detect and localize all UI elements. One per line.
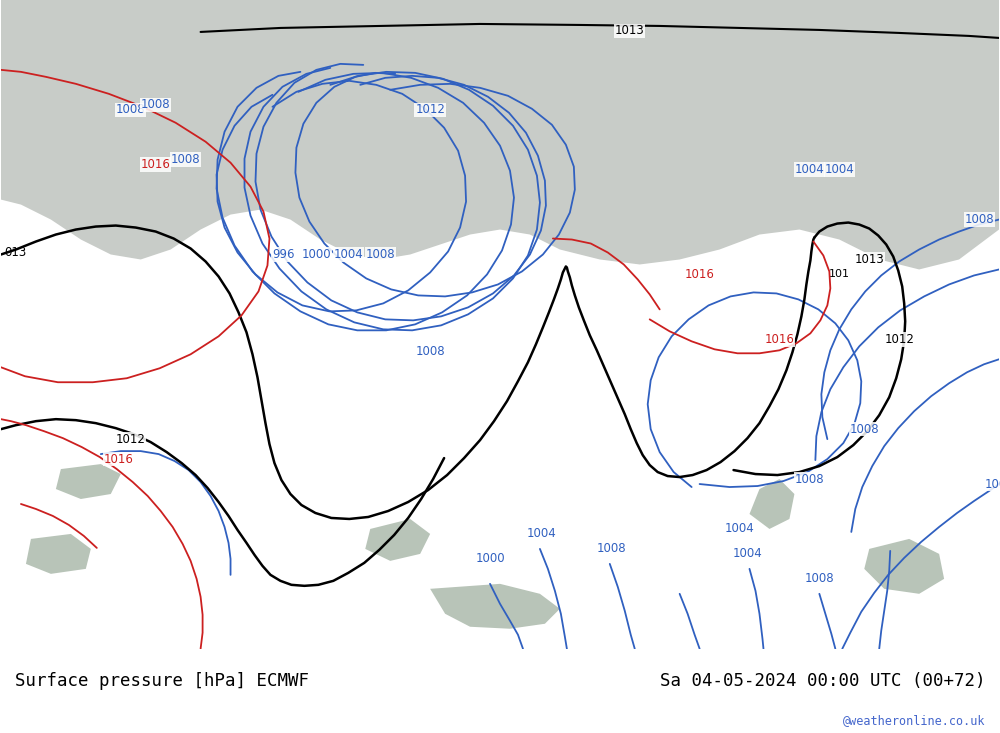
Polygon shape: [56, 464, 121, 499]
Text: Surface pressure [hPa] ECMWF: Surface pressure [hPa] ECMWF: [15, 671, 309, 690]
Text: 1004: 1004: [333, 248, 363, 261]
Polygon shape: [864, 539, 944, 594]
Text: 1016: 1016: [765, 333, 794, 346]
Polygon shape: [1, 0, 999, 270]
Text: 1013: 1013: [854, 253, 884, 266]
Text: 1004: 1004: [795, 163, 824, 176]
Text: 1008: 1008: [415, 345, 445, 358]
Text: 1008: 1008: [805, 572, 834, 586]
Text: 1008: 1008: [141, 98, 170, 111]
Text: @weatheronline.co.uk: @weatheronline.co.uk: [842, 714, 985, 727]
Text: 013: 013: [4, 246, 26, 259]
Text: 1008: 1008: [849, 423, 879, 435]
Text: 1008: 1008: [984, 477, 1000, 490]
Text: 1012: 1012: [415, 103, 445, 117]
Text: 1004: 1004: [733, 548, 762, 561]
Text: 1008: 1008: [597, 542, 627, 556]
Polygon shape: [750, 479, 794, 529]
Text: 1012: 1012: [884, 333, 914, 346]
Polygon shape: [26, 534, 91, 574]
Text: 1008: 1008: [964, 213, 994, 226]
Polygon shape: [430, 583, 560, 629]
Text: 1016: 1016: [141, 158, 171, 172]
Text: 1008: 1008: [171, 153, 200, 166]
Text: 101: 101: [829, 270, 850, 279]
Text: 1008: 1008: [116, 103, 146, 117]
Text: 1004: 1004: [725, 523, 754, 535]
Text: 1012: 1012: [116, 432, 146, 446]
Text: 996: 996: [272, 248, 295, 261]
Text: 1004: 1004: [527, 528, 557, 540]
Text: 1008: 1008: [365, 248, 395, 261]
Text: 1016: 1016: [685, 268, 715, 281]
Text: 1016: 1016: [104, 452, 134, 465]
Text: 1013: 1013: [615, 24, 645, 37]
Text: Sa 04-05-2024 00:00 UTC (00+72): Sa 04-05-2024 00:00 UTC (00+72): [660, 671, 985, 690]
Text: 1004: 1004: [824, 163, 854, 176]
Text: 1000: 1000: [475, 553, 505, 565]
Polygon shape: [365, 519, 430, 561]
Text: 1008: 1008: [795, 473, 824, 485]
Text: 1000: 1000: [302, 248, 331, 261]
